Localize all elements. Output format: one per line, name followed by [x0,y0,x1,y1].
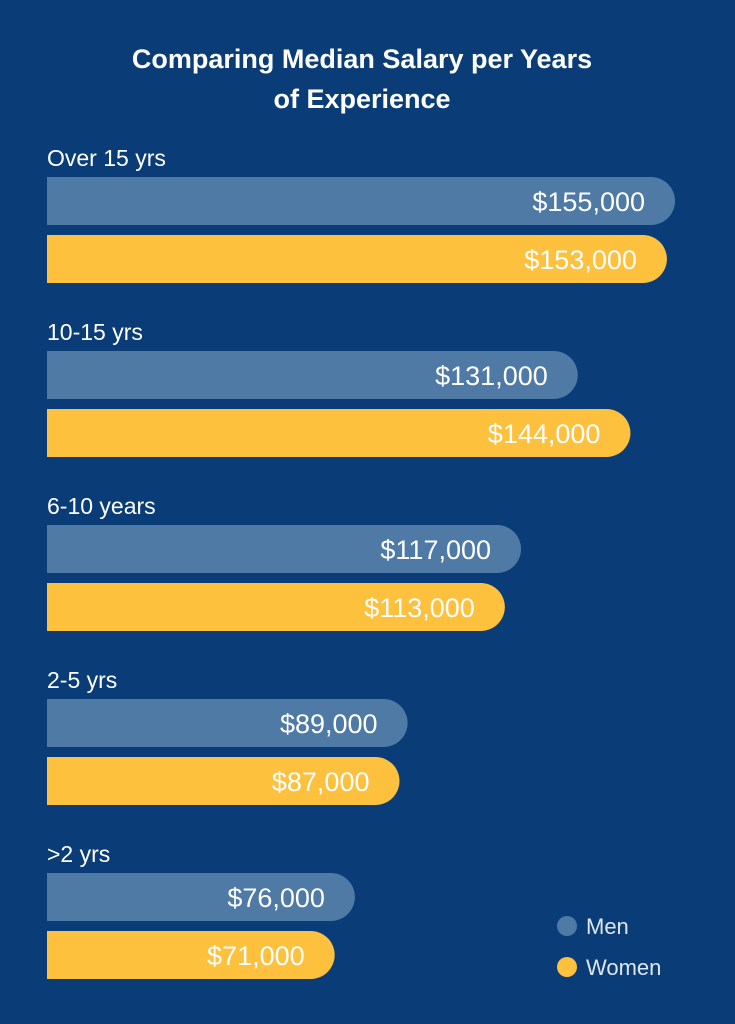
chart-title-line-2: of Experience [273,84,450,114]
bar-women [47,757,400,805]
data-label-men: $155,000 [532,187,645,217]
data-label-men: $131,000 [435,361,548,391]
category-label: 10-15 yrs [47,319,143,345]
bar-women [47,583,505,631]
bar-men [47,525,522,573]
category-label: 6-10 years [47,493,156,519]
bar-men [47,351,578,399]
data-label-men: $89,000 [280,709,378,739]
bar-men [47,177,675,225]
category-label: 2-5 yrs [47,667,117,693]
legend-swatch-women [557,957,577,977]
legend-label-men: Men [586,914,629,939]
data-label-women: $87,000 [272,767,370,797]
chart-title-line-1: Comparing Median Salary per Years [132,44,592,74]
bar-women [47,235,667,283]
category-label: Over 15 yrs [47,145,166,171]
legend-swatch-men [557,916,577,936]
bar-women [47,409,631,457]
category-label: >2 yrs [47,841,110,867]
data-label-men: $117,000 [380,535,491,565]
data-label-women: $153,000 [524,245,637,275]
data-label-women: $144,000 [488,419,601,449]
legend-label-women: Women [586,955,661,980]
bar-groups: Over 15 yrs $155,000 $153,000 10-15 yrs $131… [47,145,675,979]
bar-men [47,699,408,747]
data-label-women: $113,000 [364,593,475,623]
data-label-men: $76,000 [227,883,325,913]
data-label-women: $71,000 [207,941,305,971]
legend: Men Women [557,914,661,980]
bar-men [47,873,355,921]
bar-women [47,931,335,979]
